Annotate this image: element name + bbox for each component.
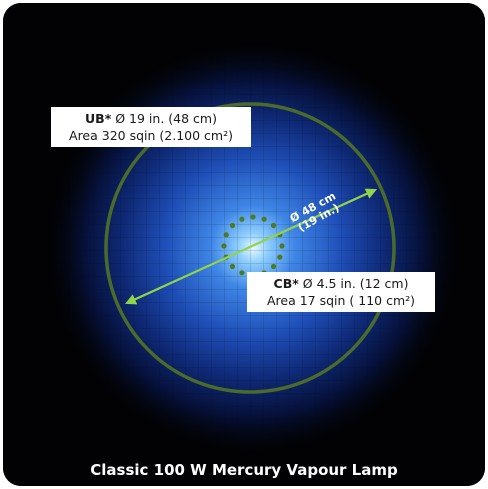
ub-star: * [104,111,112,126]
ub-diameter: Ø 19 in. (48 cm) [111,111,217,126]
diameter-arrow [124,188,378,305]
cb-area: Area 17 sqin ( 110 cm²) [266,293,416,308]
cb-ring-dot [270,263,277,270]
light-spread-diagram [3,3,485,486]
cb-ring-dot [261,216,267,222]
cb-ring-dot [229,263,236,270]
cb-ring-dot [250,214,256,220]
cb-star: * [292,276,299,291]
cb-ring-dot [239,216,245,222]
cb-ring-dot [229,222,236,229]
useful-beam-ring [104,102,396,394]
ub-prefix: UB [85,111,105,126]
central-beam-label: CB* Ø 4.5 in. (12 cm) Area 17 sqin ( 110… [247,272,435,312]
grid-overlay [3,3,485,486]
cb-diameter: Ø 4.5 in. (12 cm) [298,276,409,291]
cb-ring-dot [277,254,283,260]
diagram-frame: Ø 48 cm (19 in.) UB* Ø 19 in. (48 cm) Ar… [3,3,485,486]
cb-ring-dot [221,243,227,249]
useful-beam-label: UB* Ø 19 in. (48 cm) Area 320 sqin (2.10… [51,107,251,147]
cb-prefix: CB [273,276,293,291]
ub-area: Area 320 sqin (2.100 cm²) [69,128,233,143]
caption: Classic 100 W Mercury Vapour Lamp [90,461,398,479]
cb-ring-dot [223,232,229,238]
cb-ring-dot [239,270,245,276]
